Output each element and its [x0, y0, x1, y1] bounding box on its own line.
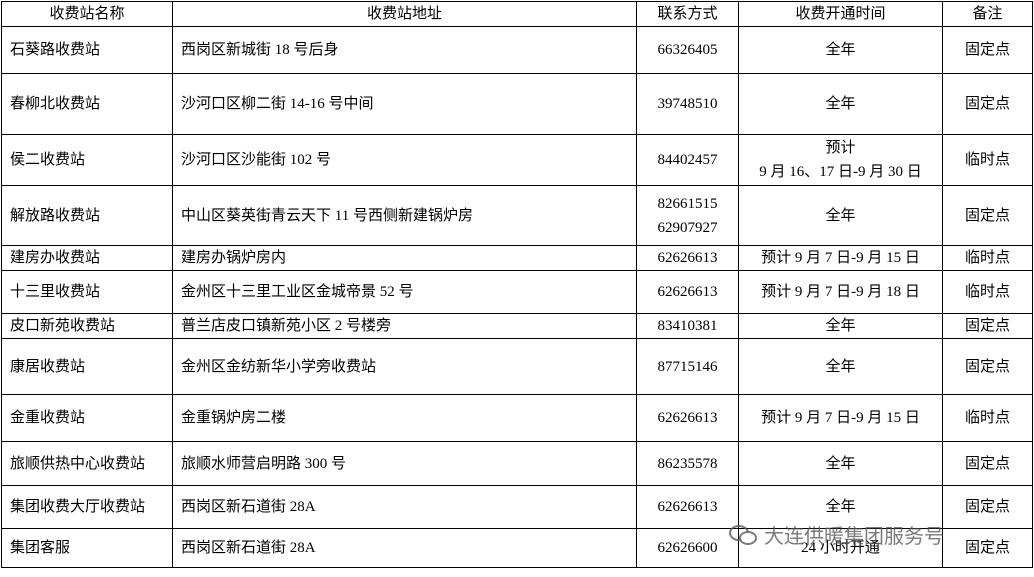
header-cell: 联系方式: [636, 1, 739, 27]
open-time: 全年: [738, 485, 943, 529]
station-address: 金重锅炉房二楼: [172, 394, 637, 442]
note: 固定点: [942, 441, 1033, 486]
table-row: 十三里收费站 金州区十三里工业区金城帝景 52 号 62626613 预计 9 月 7…: [1, 270, 1033, 314]
open-time: 全年: [738, 73, 943, 135]
table-row: 集团客服 西岗区新石道街 28A 62626600 24 小时开通 固定点: [1, 528, 1033, 568]
contact: 84402457: [636, 134, 739, 186]
table-row: 石葵路收费站 西岗区新城街 18 号后身 66326405 全年 固定点: [1, 26, 1033, 74]
watermark-text: 大连供暖集团服务号: [764, 524, 944, 548]
station-address: 西岗区新城街 18 号后身: [172, 26, 637, 74]
cell-line: 82661515: [657, 195, 718, 212]
station-name: 皮口新苑收费站: [1, 313, 173, 339]
note: 临时点: [942, 134, 1033, 186]
table-row: 康居收费站 金州区金纺新华小学旁收费站 87715146 全年 固定点: [1, 338, 1033, 395]
station-name: 侯二收费站: [1, 134, 173, 186]
open-time: 预计 9 月 7 日-9 月 15 日: [738, 394, 943, 442]
station-name: 石葵路收费站: [1, 26, 173, 74]
contact: 62626613: [636, 394, 739, 442]
station-address: 旅顺水师营启明路 300 号: [172, 441, 637, 486]
station-name: 春柳北收费站: [1, 73, 173, 135]
note: 固定点: [942, 313, 1033, 339]
station-address: 金州区金纺新华小学旁收费站: [172, 338, 637, 395]
table-row: 集团收费大厅收费站 西岗区新石道街 28A 62626613 全年 固定点: [1, 485, 1033, 529]
note: 固定点: [942, 73, 1033, 135]
header-cell: 收费站地址: [172, 1, 637, 27]
station-name: 金重收费站: [1, 394, 173, 442]
note: 固定点: [942, 528, 1033, 568]
open-time: 全年: [738, 26, 943, 74]
contact: 62626613: [636, 270, 739, 314]
open-time: 全年: [738, 313, 943, 339]
station-name: 十三里收费站: [1, 270, 173, 314]
table-row: 建房办收费站 建房办锅炉房内 62626613 预计 9 月 7 日-9 月 15 日…: [1, 245, 1033, 271]
note: 固定点: [942, 185, 1033, 246]
note: 固定点: [942, 26, 1033, 74]
open-time: 24 小时开通: [738, 528, 943, 568]
note: 临时点: [942, 245, 1033, 271]
table-row: 春柳北收费站 沙河口区柳二街 14-16 号中间 39748510 全年 固定点: [1, 73, 1033, 135]
cell-line: 预计: [825, 140, 856, 156]
contact: 62626600: [636, 528, 739, 568]
table-row: 金重收费站 金重锅炉房二楼 62626613 预计 9 月 7 日-9 月 15 日临…: [1, 394, 1033, 442]
contact: 62626613: [636, 245, 739, 271]
note: 固定点: [942, 338, 1033, 395]
station-address: 中山区葵英街青云天下 11 号西侧新建锅炉房: [172, 185, 637, 246]
note: 临时点: [942, 394, 1033, 442]
station-address: 西岗区新石道街 28A: [172, 528, 637, 568]
contact: 66326405: [636, 26, 739, 74]
station-name: 集团收费大厅收费站: [1, 485, 173, 529]
note: 固定点: [942, 485, 1033, 529]
station-address: 建房办锅炉房内: [172, 245, 637, 271]
contact: 62626613: [636, 485, 739, 529]
open-time: 全年: [738, 185, 943, 246]
open-time: 预计 9 月 7 日-9 月 18 日: [738, 270, 943, 314]
open-time: 全年: [738, 338, 943, 395]
open-time: 全年: [738, 441, 943, 486]
open-time: 预计 9 月 16、17 日-9 月 30 日: [738, 134, 943, 186]
station-name: 康居收费站: [1, 338, 173, 395]
table-row: 解放路收费站 中山区葵英街青云天下 11 号西侧新建锅炉房 82661515 6290…: [1, 185, 1033, 246]
station-name: 解放路收费站: [1, 185, 173, 246]
header-cell: 收费站名称: [1, 1, 173, 27]
note: 临时点: [942, 270, 1033, 314]
station-name: 旅顺供热中心收费站: [1, 441, 173, 486]
station-name: 建房办收费站: [1, 245, 173, 271]
open-time: 预计 9 月 7 日-9 月 15 日: [738, 245, 943, 271]
contact: 82661515 62907927: [636, 185, 739, 246]
station-address: 西岗区新石道街 28A: [172, 485, 637, 529]
table-row: 旅顺供热中心收费站 旅顺水师营启明路 300 号 86235578 全年 固定点: [1, 441, 1033, 486]
header-cell: 收费开通时间: [738, 1, 943, 27]
contact: 39748510: [636, 73, 739, 135]
station-address: 金州区十三里工业区金城帝景 52 号: [172, 270, 637, 314]
cell-line: 9 月 16、17 日-9 月 30 日: [759, 164, 922, 180]
contact: 86235578: [636, 441, 739, 486]
contact: 87715146: [636, 338, 739, 395]
table-row: 皮口新苑收费站 普兰店皮口镇新苑小区 2 号楼旁 83410381 全年 固定点: [1, 313, 1033, 339]
header-row: 收费站名称 收费站地址 联系方式 收费开通时间 备注: [1, 1, 1033, 27]
station-address: 沙河口区沙能街 102 号: [172, 134, 637, 186]
station-name: 集团客服: [1, 528, 173, 568]
wechat-icon: [729, 524, 757, 545]
cell-line: 62907927: [657, 219, 718, 236]
table-row: 侯二收费站 沙河口区沙能街 102 号 84402457 预计 9 月 16、17 日-…: [1, 134, 1033, 186]
header-cell: 备注: [942, 1, 1033, 27]
contact: 83410381: [636, 313, 739, 339]
watermark: 大连供暖集团服务号: [728, 520, 944, 549]
station-address: 沙河口区柳二街 14-16 号中间: [172, 73, 637, 135]
station-address: 普兰店皮口镇新苑小区 2 号楼旁: [172, 313, 637, 339]
